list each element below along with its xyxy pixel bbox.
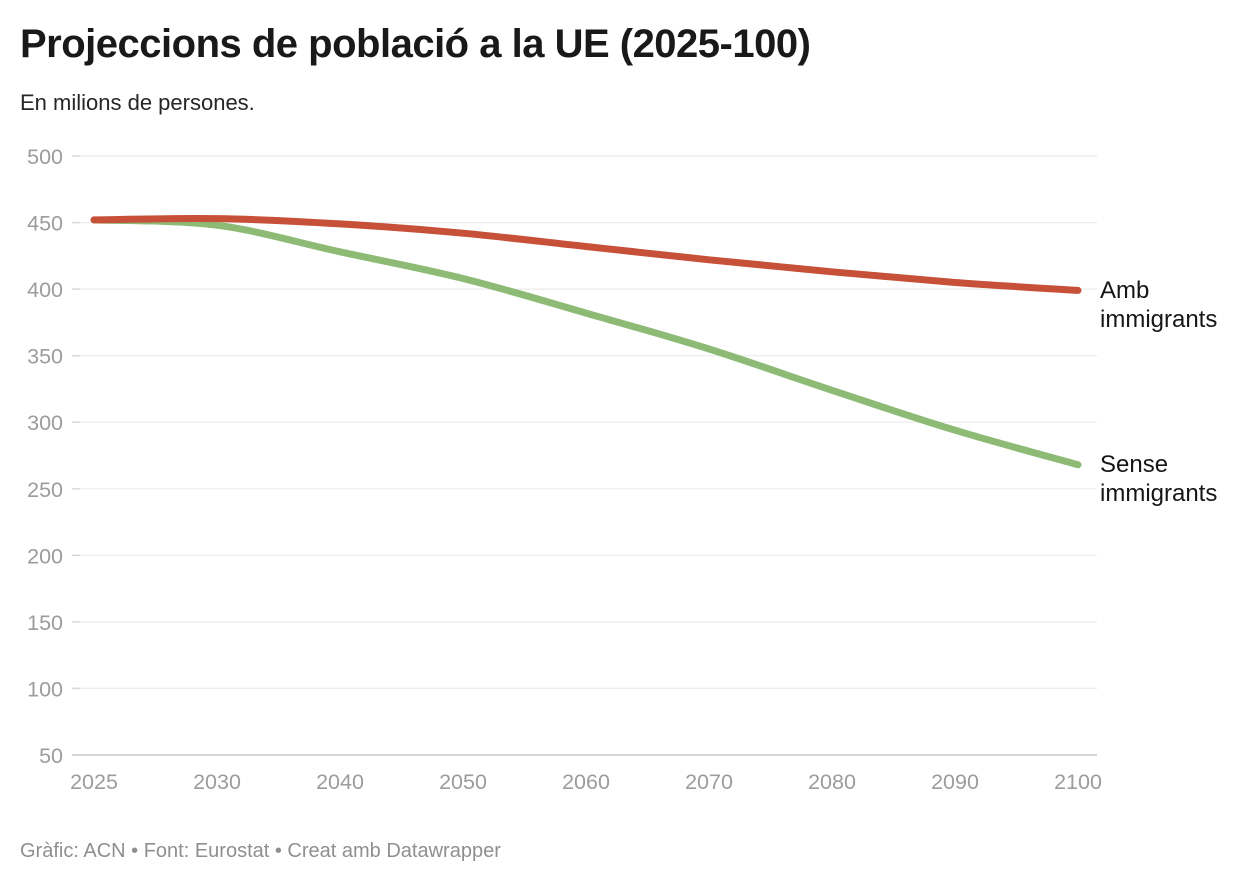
line-chart-plot: 50 100 150 200 250 300 350 400 450 500 2025 2030 204… — [27, 145, 1102, 794]
x-tick-label: 2060 — [562, 770, 610, 794]
x-tick-label: 2050 — [439, 770, 487, 794]
y-tick-label: 150 — [27, 611, 63, 635]
x-tick-label: 2080 — [808, 770, 856, 794]
x-tick-label: 2100 — [1054, 770, 1102, 794]
chart-attribution: Gràfic: ACN • Font: Eurostat • Creat amb… — [20, 840, 501, 862]
y-tick-label: 400 — [27, 278, 63, 302]
chart-title: Projeccions de població a la UE (2025-10… — [20, 22, 811, 66]
series-line-sense-immigrants — [90, 216, 1082, 469]
x-tick-label: 2070 — [685, 770, 733, 794]
y-tick-label: 100 — [27, 677, 63, 701]
series-label-amb-immigrants: Amb immigrants — [1100, 276, 1218, 333]
y-tick-label: 250 — [27, 478, 63, 502]
y-tick-label: 300 — [27, 411, 63, 435]
series-line-amb-immigrants — [90, 214, 1082, 294]
chart-subtitle: En milions de persones. — [20, 90, 255, 115]
y-tick-label: 500 — [27, 145, 63, 169]
series-label-sense-immigrants: Sense immigrants — [1100, 451, 1218, 508]
y-tick-label: 350 — [27, 345, 63, 369]
x-tick-label: 2030 — [193, 770, 241, 794]
y-tick-label: 450 — [27, 212, 63, 236]
y-tick-label: 50 — [39, 744, 63, 768]
x-tick-label: 2040 — [316, 770, 364, 794]
x-tick-label: 2090 — [931, 770, 979, 794]
x-tick-label: 2025 — [70, 770, 118, 794]
y-tick-label: 200 — [27, 544, 63, 568]
